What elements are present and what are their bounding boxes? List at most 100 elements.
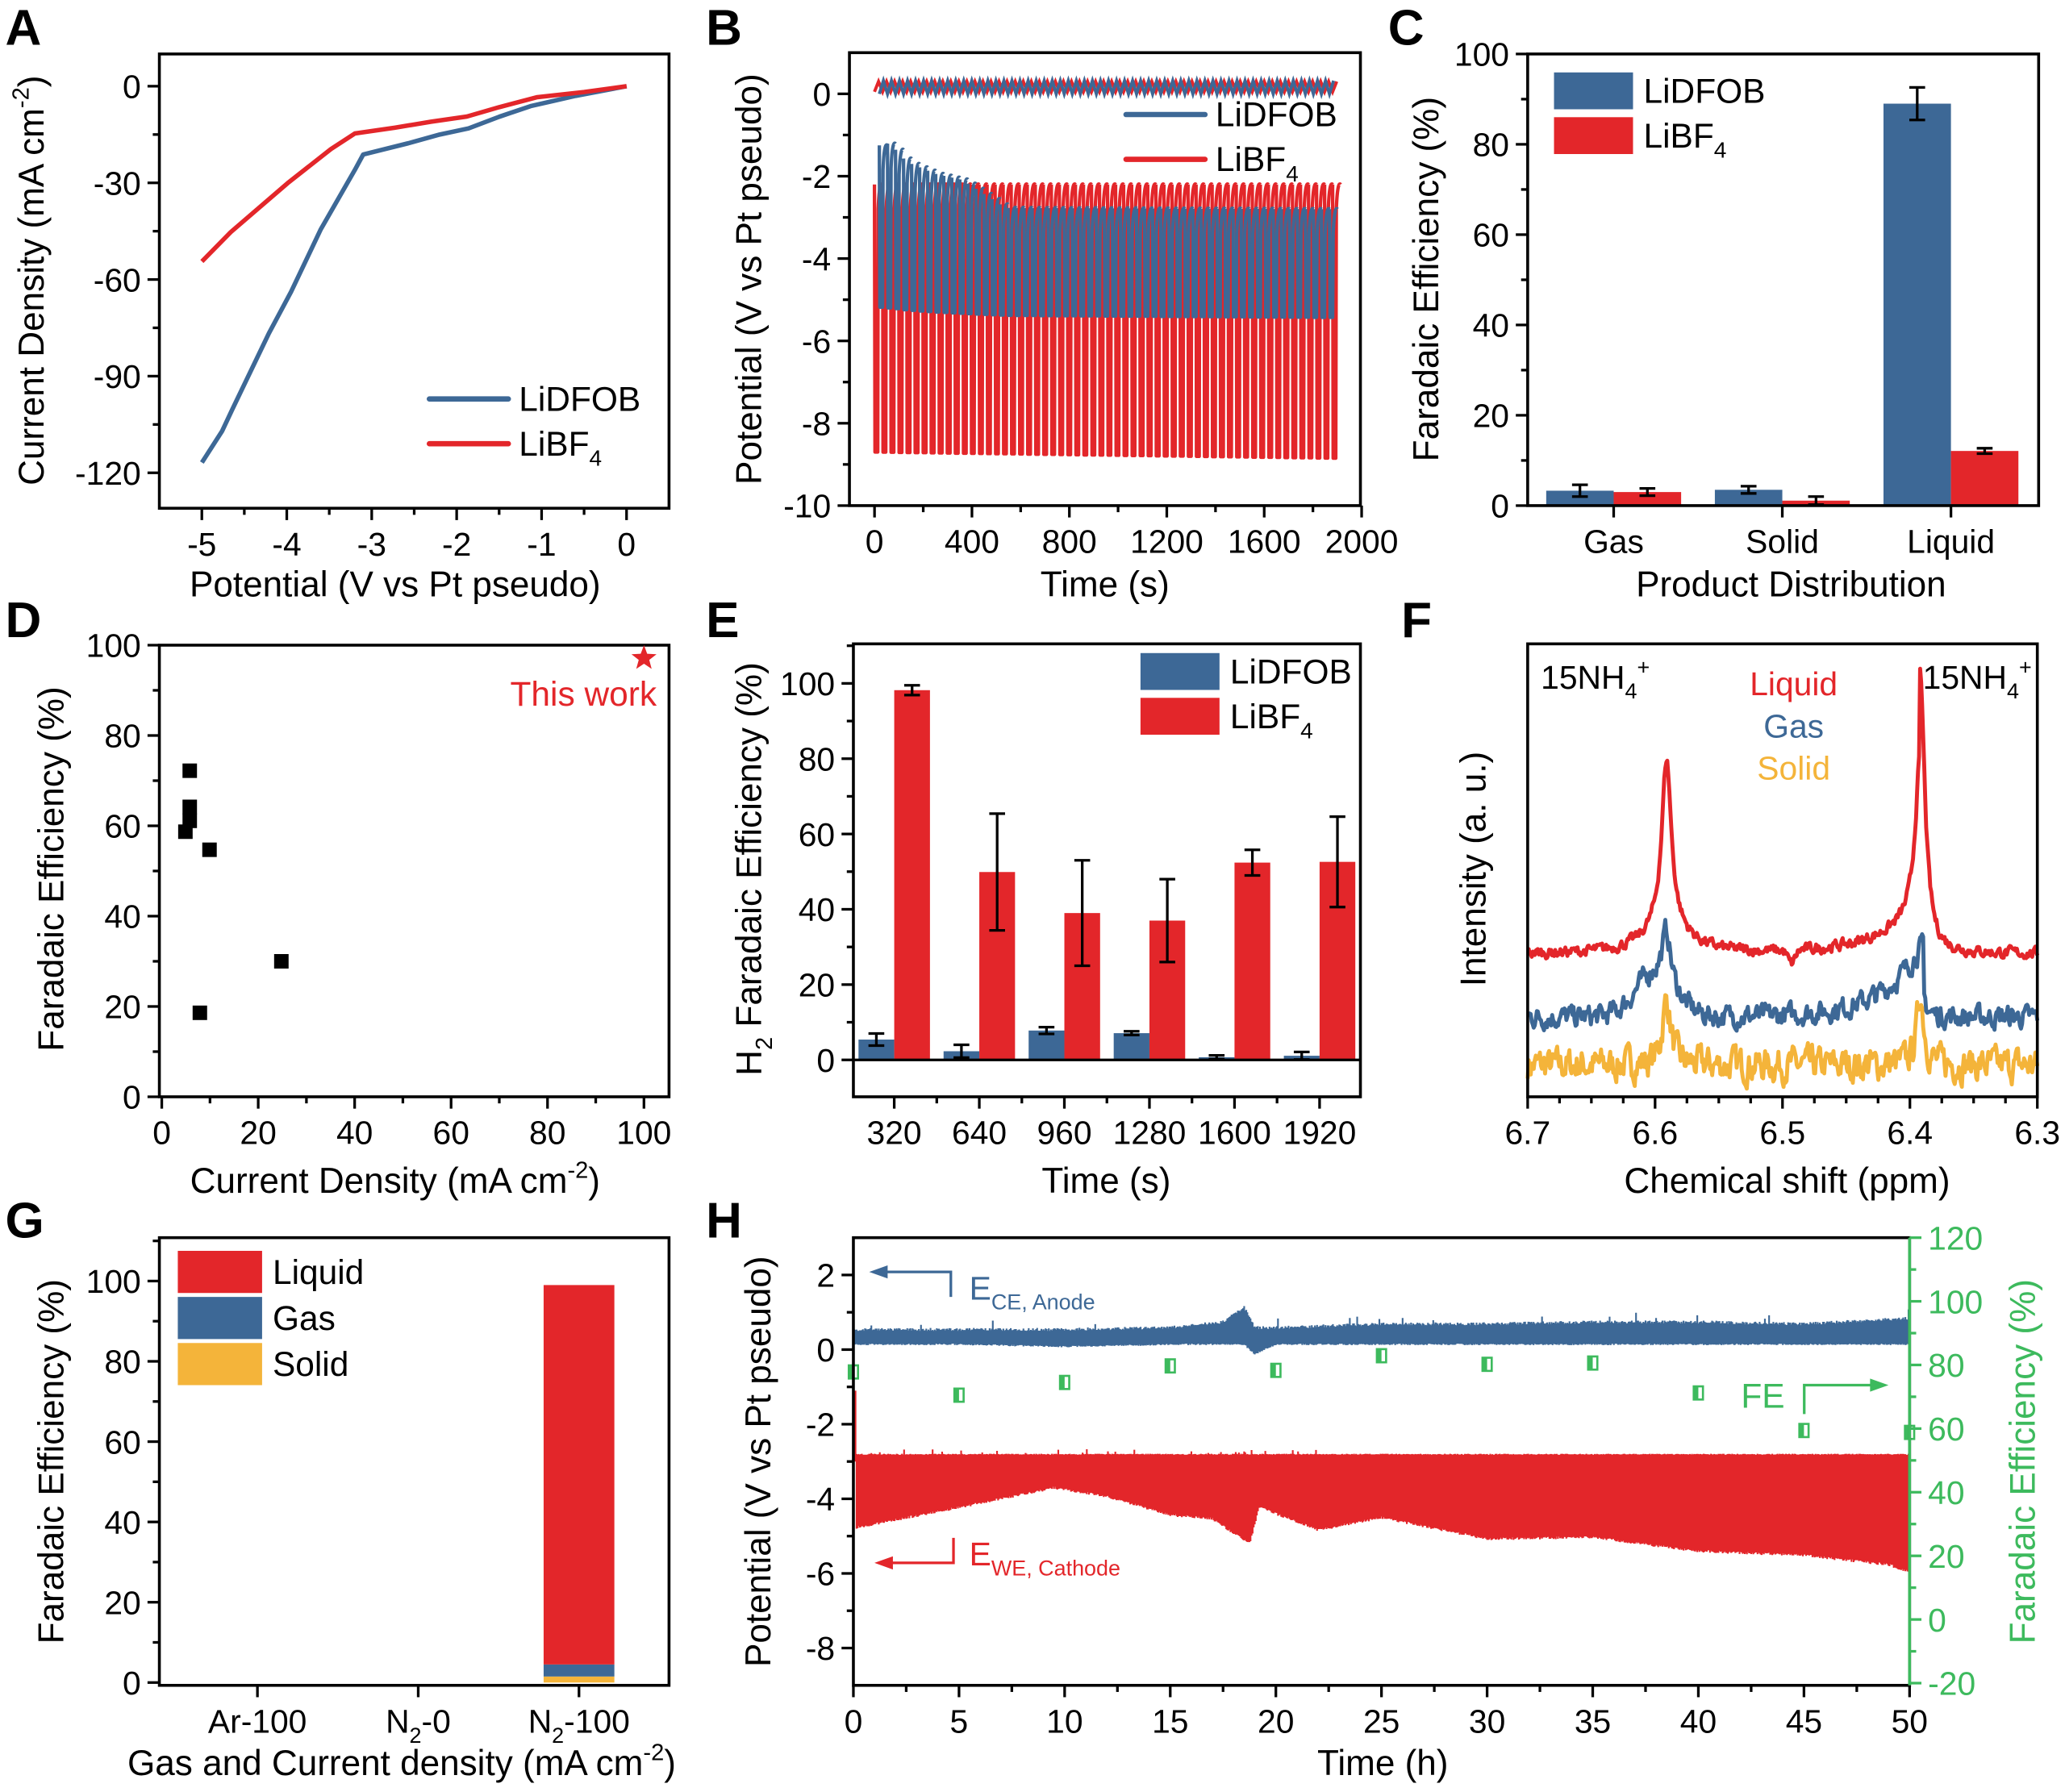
y-tick-label: 80 (1473, 127, 1509, 164)
x-axis-label: Time (s) (1041, 565, 1170, 605)
x-tick-label: 5 (950, 1703, 969, 1740)
x-axis-label: Potential (V vs Pt pseudo) (190, 565, 601, 605)
y-tick-label: 20 (799, 967, 835, 1004)
x-axis-label: Gas and Current density (mA cm-2) (127, 1740, 676, 1783)
plot-frame (1526, 52, 2041, 507)
y-tick-label: 0 (816, 1331, 835, 1369)
annotation-anode: ECE, Anode (970, 1269, 1095, 1314)
y-tick-label: 0 (816, 1042, 835, 1079)
y-tick-label: -6 (802, 323, 831, 360)
y-tick-label: 0 (813, 76, 832, 113)
x-tick-label: Solid (1746, 523, 1819, 561)
bar-libf4 (1950, 451, 2019, 506)
series-working-lidfob (878, 141, 1339, 319)
y2-tick-label: 0 (1928, 1602, 1946, 1639)
legend-swatch (177, 1343, 262, 1386)
legend-swatch (177, 1297, 262, 1340)
x-tick-label: 100 (616, 1115, 671, 1152)
stacked-bar-gas (543, 1664, 615, 1677)
y-tick-label: 40 (104, 898, 140, 936)
panel-d: 0 20 40 60 80 100 0 20 40 60 80 100 This work D Curren… (6, 593, 672, 1201)
y-axis-label: Potential (V vs Pt pseudo) (739, 1256, 778, 1667)
y-axis-label: Intensity (a. u.) (1454, 752, 1494, 987)
y-tick-label: 40 (799, 891, 835, 928)
panel-label: C (1388, 1, 1425, 56)
stacked-bar-liquid (543, 1285, 615, 1665)
x-tick-label: Gas (1583, 523, 1644, 561)
fe-marker-fill (1166, 1359, 1170, 1373)
arrow-anode (885, 1270, 953, 1298)
legend-label: Gas (273, 1299, 336, 1337)
y-tick-label: -6 (806, 1556, 835, 1593)
legend-label-solid: Solid (1757, 750, 1830, 787)
panel-c: 0 20 40 60 80 100 Gas Solid Liquid LiDFOB LiBF4 C Pr… (1388, 1, 2041, 605)
bar-lidfob (1113, 1033, 1149, 1061)
data-point-star (631, 644, 657, 669)
x-tick-label: N2-0 (386, 1703, 451, 1748)
panel-h: 0 5 10 15 20 25 30 35 40 45 5020-2-4-6-8-200204060… (706, 1194, 2042, 1783)
x-tick-label: 60 (433, 1115, 469, 1152)
y-tick-label: 40 (104, 1504, 140, 1541)
y-axis-label: Faradaic Efficiency (%) (31, 686, 71, 1051)
y-axis-label: Potential (V vs Pt pseudo) (730, 73, 770, 485)
fe-marker-fill (954, 1388, 959, 1402)
error-bar (1639, 487, 1656, 498)
data-point-square (202, 842, 217, 857)
plot-frame (157, 1236, 671, 1687)
y-tick-label: 20 (104, 1584, 140, 1621)
y-tick-label: -4 (802, 240, 831, 277)
x-tick-label: 40 (336, 1115, 373, 1152)
error-bar (1329, 815, 1345, 909)
error-bar (953, 1043, 970, 1060)
panel-e: 0 20 40 60 80 100 320 640 960 1280 1600 1920 LiDFOB L… (706, 593, 1362, 1201)
data-point-square (177, 824, 193, 840)
legend-label: Solid (273, 1345, 348, 1383)
y-tick-label: 0 (123, 69, 141, 106)
y-tick-label: -8 (806, 1630, 835, 1667)
y-tick-label: 0 (1491, 488, 1509, 525)
panel-label: A (6, 1, 42, 56)
panel-label: D (6, 593, 42, 648)
y-tick-label: -2 (802, 158, 831, 195)
x-tick-label: 640 (952, 1115, 1007, 1152)
fe-marker-fill (1904, 1425, 1910, 1440)
bar-lidfob (1028, 1030, 1065, 1061)
y-tick-label: 100 (86, 1263, 141, 1300)
legend-label-liquid: Liquid (1750, 665, 1838, 702)
x-tick-label: 20 (1258, 1703, 1294, 1740)
legend-swatch (177, 1250, 262, 1294)
arrow-right-icon (1870, 1378, 1889, 1392)
legend-label: LiDFOB (1230, 652, 1352, 690)
y-tick-label: 100 (86, 627, 141, 665)
panel-label: F (1401, 593, 1432, 648)
x-axis-label: Time (s) (1041, 1161, 1170, 1201)
data-point-square (192, 1005, 207, 1020)
annotation-this-work: This work (510, 675, 657, 713)
x-tick-label: 30 (1469, 1703, 1505, 1740)
x-tick-label: 6.4 (1887, 1115, 1933, 1152)
x-tick-label: 960 (1037, 1115, 1091, 1152)
legend-swatch (1554, 72, 1633, 110)
x-tick-label: 800 (1042, 523, 1097, 561)
legend-label: Liquid (273, 1253, 364, 1291)
series-counter-lidfob (878, 75, 1336, 100)
y-axis-label: Current Density (mA cm-2) (8, 76, 52, 486)
x-tick-label: -2 (442, 526, 471, 563)
x-tick-label: 1600 (1228, 523, 1301, 561)
error-bar (1571, 483, 1588, 498)
y-tick-label: 100 (780, 665, 835, 702)
x-tick-label: 2000 (1325, 523, 1399, 561)
x-tick-label: 1600 (1198, 1115, 1271, 1152)
x-tick-label: 0 (845, 1703, 863, 1740)
error-bar (868, 1031, 885, 1048)
y2-tick-label: 40 (1928, 1474, 1964, 1511)
fe-marker-fill (1799, 1423, 1804, 1437)
legend-label: LiDFOB (1644, 72, 1766, 110)
y-tick-label: 60 (1473, 217, 1509, 254)
y-tick-label: 60 (799, 816, 835, 853)
plot-frame (848, 51, 1362, 507)
bar-lidfob (1714, 490, 1783, 506)
spectrum-gas (1526, 918, 2040, 1033)
x-tick-label: -3 (357, 526, 386, 563)
spectrum-solid (1525, 993, 2040, 1091)
